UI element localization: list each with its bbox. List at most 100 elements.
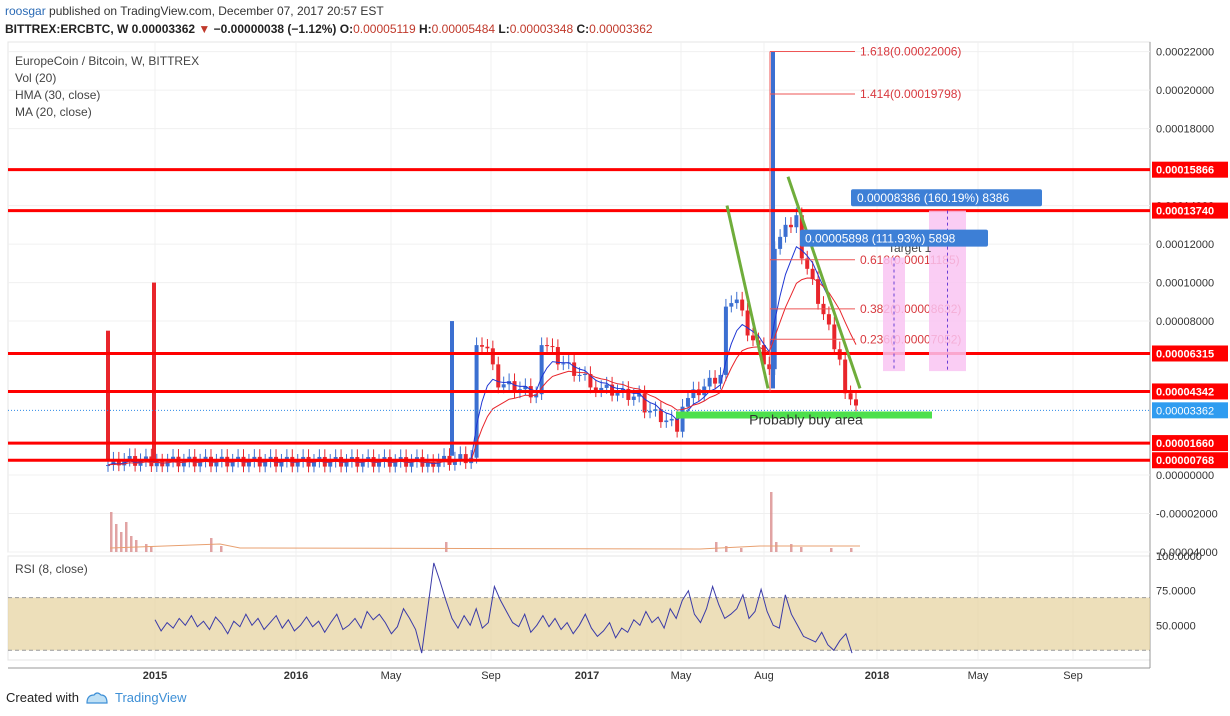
level-price-label: 0.00006315 — [1156, 348, 1214, 360]
y-tick-label: 0.00022000 — [1156, 47, 1214, 59]
legend-item: HMA (30, close) — [15, 88, 100, 102]
candle-body — [848, 393, 853, 400]
level-price-label: 0.00015866 — [1156, 165, 1214, 177]
level-price-label: 0.00000768 — [1156, 455, 1214, 467]
y-tick-label: -0.00002000 — [1156, 509, 1218, 521]
x-tick-label: Sep — [1063, 670, 1083, 682]
level-price-label: 0.00004342 — [1156, 386, 1214, 398]
volume-bar — [115, 524, 118, 552]
volume-ma-line — [109, 543, 860, 550]
tradingview-link[interactable]: TradingView — [114, 690, 187, 705]
candle-body — [599, 387, 604, 392]
candle-body — [523, 386, 528, 390]
chart-header: roosgar published on TradingView.com, De… — [0, 0, 1230, 40]
candle-body — [160, 461, 165, 467]
candle-body — [778, 236, 783, 249]
target-1-callout-text: 0.00005898 (111.93%) 5898 — [805, 232, 956, 246]
candle-body — [832, 324, 837, 350]
volume-bar — [715, 542, 718, 552]
candle-body — [713, 377, 718, 384]
candle-body — [805, 258, 810, 269]
volume-bar — [850, 548, 853, 552]
volume-bar — [830, 548, 833, 552]
volume-bar — [125, 522, 128, 552]
volume-bar — [210, 538, 213, 552]
fib-label: 1.414(0.00019798) — [860, 87, 961, 101]
candle-body — [311, 461, 316, 467]
candle-body — [740, 299, 745, 311]
candle-body — [751, 335, 756, 341]
candle-body — [631, 396, 636, 400]
x-tick-label: May — [968, 670, 989, 682]
rsi-tick-label: 50.0000 — [1156, 620, 1196, 632]
author-link[interactable]: roosgar — [5, 4, 46, 18]
ma-line — [107, 277, 857, 466]
level-price-tag — [1152, 202, 1228, 219]
candle-body — [490, 348, 495, 365]
spike-candle — [771, 51, 775, 389]
symbol: BITTREX:ERCBTC, W — [5, 22, 129, 36]
volume-bar — [790, 544, 793, 552]
tradingview-logo-icon — [86, 691, 108, 704]
current-price-label: 0.00003362 — [1156, 405, 1214, 417]
y-tick-label: 0.00020000 — [1156, 85, 1214, 97]
candle-body — [512, 381, 517, 393]
candle-body — [816, 279, 821, 304]
level-price-label: 0.00001660 — [1156, 438, 1214, 450]
spike-candle — [106, 330, 110, 461]
target-1-callout — [800, 229, 988, 247]
candle-body — [480, 345, 484, 347]
x-tick-label: 2018 — [865, 670, 889, 682]
buy-area-zone — [676, 411, 932, 419]
candle-body — [230, 461, 235, 467]
candle-body — [436, 461, 441, 467]
candle-body — [615, 392, 620, 396]
high-value: 0.00005484 — [431, 22, 496, 36]
candle-body — [279, 461, 284, 467]
candle-body — [507, 381, 512, 385]
target-2-callout-text: 0.00008386 (160.19%) 8386 — [857, 191, 1009, 205]
chart-canvas[interactable]: 2015 2016 May Sep 2017 May Aug 2018 May Sep 0.0002… — [0, 0, 1230, 690]
buy-area-label: Probably buy area — [749, 412, 863, 428]
close-value: 0.00003362 — [589, 22, 653, 36]
candle-body — [555, 347, 560, 365]
fib-label: 1.618(0.00022006) — [860, 45, 961, 59]
price-change: −0.00000038 (−1.12%) — [213, 22, 337, 36]
candle-body — [458, 454, 463, 460]
last-price: 0.00003362 — [131, 22, 196, 36]
candle-body — [637, 393, 642, 397]
candle-body — [127, 456, 132, 461]
candle-body — [664, 420, 669, 423]
candle-body — [745, 310, 750, 336]
candle-body — [685, 398, 690, 407]
spike-candle — [152, 282, 156, 461]
candle-body — [707, 377, 712, 387]
candle-body — [734, 299, 739, 304]
candle-body — [718, 374, 723, 384]
candle-body — [675, 418, 680, 432]
candle-body — [604, 384, 609, 388]
rsi-band — [8, 597, 1150, 651]
publish-info: published on TradingView.com, December 0… — [49, 4, 384, 18]
high-label: H: — [418, 22, 432, 36]
candle-body — [767, 364, 772, 370]
rsi-line — [154, 562, 853, 654]
candle-body — [691, 389, 696, 399]
candle-body — [496, 364, 501, 388]
candle-body — [431, 461, 436, 467]
legend-item: Vol (20) — [15, 71, 56, 85]
candle-body — [648, 410, 653, 413]
candle-body — [360, 461, 365, 467]
candle-body — [154, 461, 159, 467]
volume-bar — [800, 547, 803, 552]
candle-body — [577, 374, 582, 376]
candle-body — [181, 461, 186, 467]
x-tick-label: 2015 — [143, 670, 167, 682]
open-label: O: — [339, 22, 354, 36]
x-tick-label: Aug — [754, 670, 774, 682]
low-value: 0.00003348 — [509, 22, 574, 36]
volume-bar — [130, 536, 133, 552]
level-price-label: 0.00013740 — [1156, 206, 1214, 218]
candle-body — [263, 461, 268, 467]
down-arrow-icon: ▼ — [198, 22, 211, 36]
